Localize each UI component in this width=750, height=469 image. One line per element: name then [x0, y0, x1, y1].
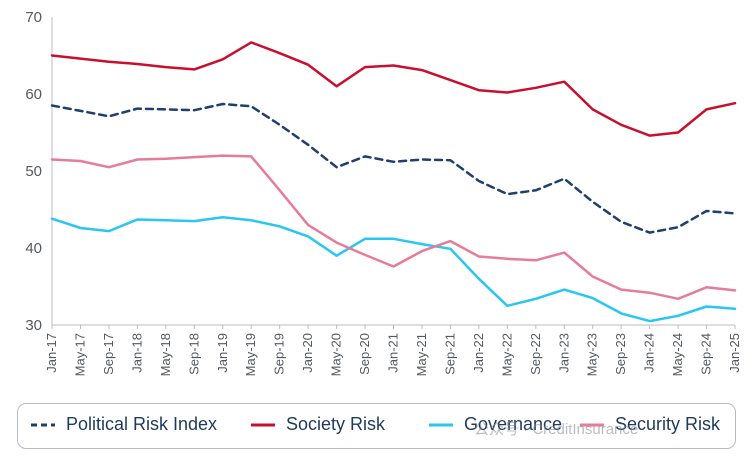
x-tick-label: Jan-17: [44, 333, 59, 373]
legend-item: Security Risk: [579, 414, 720, 435]
y-tick-label: 60: [25, 86, 42, 103]
x-tick-label: Jan-23: [556, 333, 571, 373]
x-tick-label: Jan-22: [471, 333, 486, 373]
x-tick-label: Sep-18: [186, 333, 201, 375]
series-line-security-risk: [50, 154, 737, 301]
x-tick-label: Jan-24: [642, 333, 657, 373]
x-tick-label: Sep-20: [357, 333, 372, 375]
x-tick-label: Jan-18: [129, 333, 144, 373]
x-tick-label: Sep-17: [101, 333, 116, 375]
x-tick-label: Sep-24: [699, 333, 714, 375]
y-tick-label: 50: [25, 163, 42, 180]
x-tick-label: May-19: [243, 333, 258, 376]
x-tick-label: Sep-19: [272, 333, 287, 375]
legend-label: Governance: [464, 414, 563, 434]
chart-series: [50, 41, 737, 323]
x-tick-label: May-17: [72, 333, 87, 376]
y-tick-label: 70: [25, 9, 42, 26]
series-line-governance: [50, 215, 737, 323]
series-line-political-risk-index: [50, 102, 737, 234]
y-tick-label: 30: [25, 317, 42, 334]
legend-label: Security Risk: [615, 414, 721, 434]
legend-label: Society Risk: [286, 414, 386, 434]
legend-item: Society Risk: [250, 414, 385, 435]
legend-item: Governance: [428, 414, 562, 435]
line-chart: 30 40 50 60 70 Jan-17 May-17 Sep-17 Jan-18 May-18…: [25, 9, 742, 376]
watermark: 公众号 · CreditInsurance: [474, 421, 639, 438]
legend: Political Risk Index Society Risk Governan…: [17, 403, 736, 449]
x-tick-label: May-18: [158, 333, 173, 376]
legend-swatch: [31, 423, 55, 426]
legend-item: Political Risk Index: [30, 414, 217, 435]
x-tick-label: Sep-22: [528, 333, 543, 375]
x-tick-label: Sep-21: [442, 333, 457, 375]
x-tick-label: May-21: [414, 333, 429, 376]
legend-swatch: [251, 423, 275, 426]
x-tick-label: Jan-20: [300, 333, 315, 373]
x-tick-label: Jan-25: [727, 333, 742, 373]
legend-swatch: [580, 423, 604, 426]
x-tick-label: May-22: [499, 333, 514, 376]
x-tick-label: May-24: [670, 333, 685, 376]
x-tick-label: Sep-23: [613, 333, 628, 375]
legend-swatch: [429, 423, 453, 426]
x-tick-label: Jan-19: [215, 333, 230, 373]
legend-label: Political Risk Index: [66, 414, 218, 434]
y-tick-label: 40: [25, 240, 42, 257]
x-tick-label: May-23: [585, 333, 600, 376]
x-tick-label: May-20: [329, 333, 344, 376]
x-tick-label: Jan-21: [386, 333, 401, 373]
series-line-society-risk: [50, 41, 737, 137]
chart-axes: 30 40 50 60 70 Jan-17 May-17 Sep-17 Jan-18 May-18…: [25, 9, 742, 376]
